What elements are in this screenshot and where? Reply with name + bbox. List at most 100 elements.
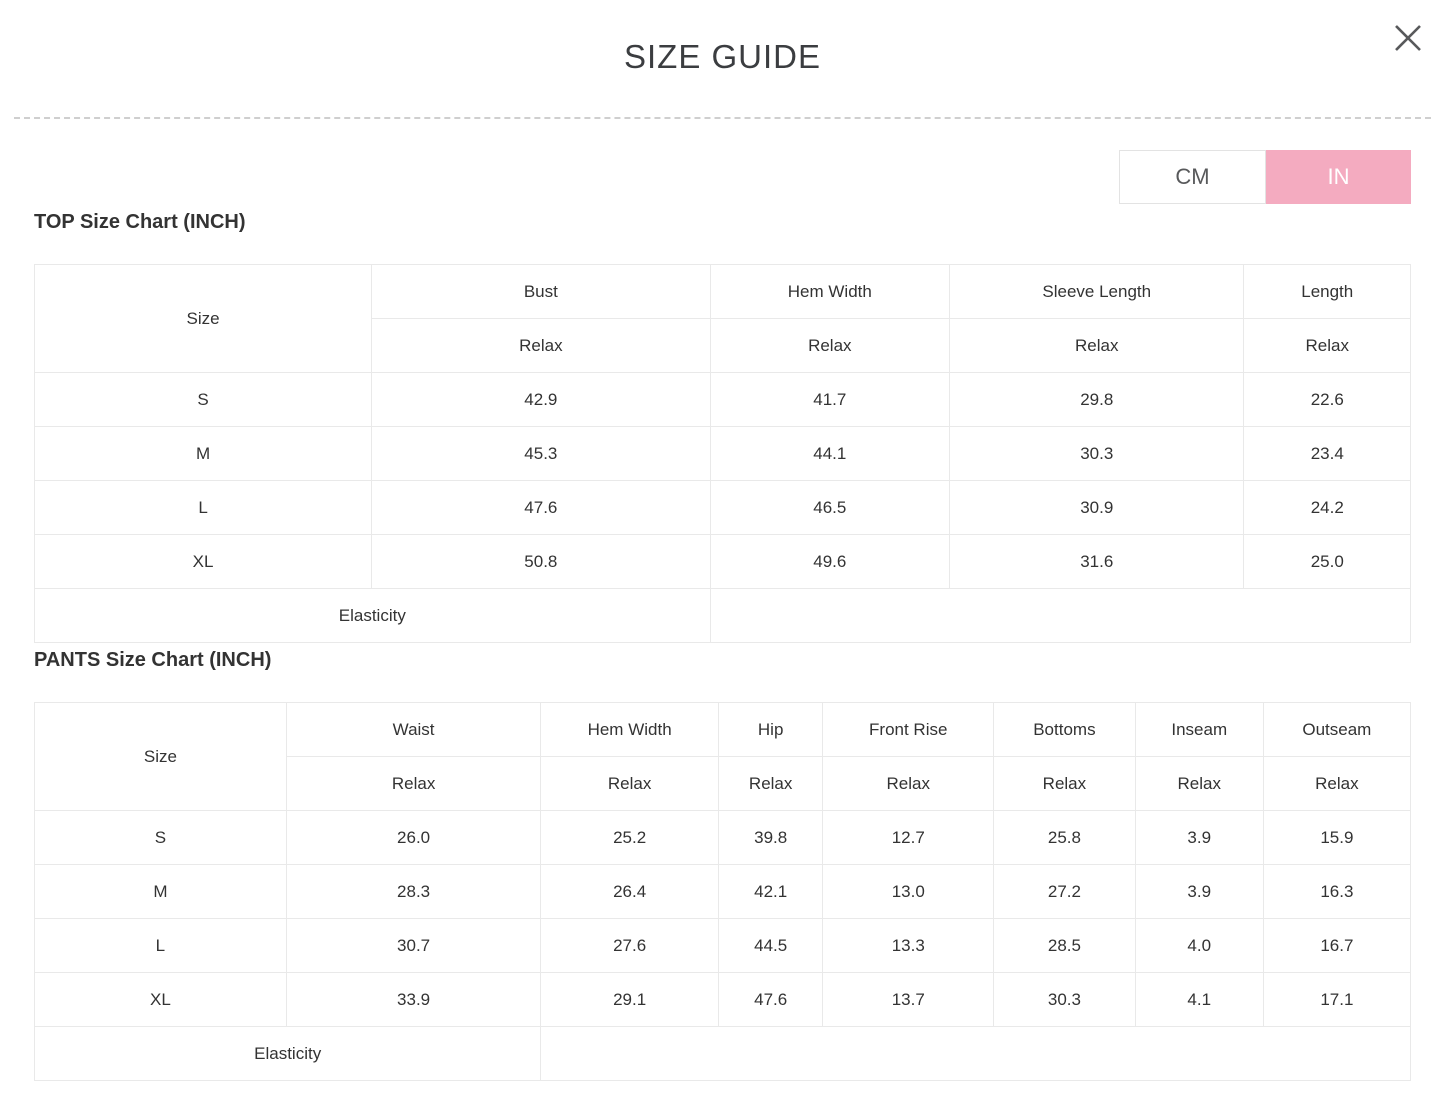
value-cell: 47.6 xyxy=(717,972,824,1027)
value-cell: 23.4 xyxy=(1243,426,1411,481)
top-table-header-row: Size Bust Hem Width Sleeve Length Length xyxy=(33,264,1411,373)
value-cell: 44.1 xyxy=(709,426,951,481)
subheader-relax: Relax xyxy=(717,756,824,811)
table-row: M 28.3 26.4 42.1 13.0 27.2 3.9 16.3 xyxy=(34,864,1412,919)
value-cell: 25.2 xyxy=(540,810,719,865)
elasticity-empty-cell xyxy=(540,1026,1411,1081)
subheader-relax: Relax xyxy=(540,756,719,811)
value-cell: 28.3 xyxy=(285,864,542,919)
value-cell: 16.3 xyxy=(1262,864,1412,919)
size-cell: M xyxy=(33,426,373,481)
subheader-relax: Relax xyxy=(993,756,1136,811)
top-corner-cell: Size xyxy=(33,264,373,373)
top-table-subheader-row: Relax Relax Relax Relax xyxy=(35,318,1411,373)
value-cell: 42.9 xyxy=(371,372,711,427)
value-cell: 49.6 xyxy=(709,534,951,589)
column-header-bust: Bust xyxy=(371,264,711,319)
value-cell: 28.5 xyxy=(993,918,1136,973)
value-cell: 27.6 xyxy=(540,918,719,973)
value-cell: 30.7 xyxy=(285,918,542,973)
column-header-hem-width: Hem Width xyxy=(709,264,951,319)
value-cell: 26.4 xyxy=(540,864,719,919)
modal-header: SIZE GUIDE xyxy=(0,0,1445,117)
value-cell: 25.0 xyxy=(1243,534,1411,589)
value-cell: 33.9 xyxy=(285,972,542,1027)
subheader-relax: Relax xyxy=(1262,756,1412,811)
subheader-relax: Relax xyxy=(1134,756,1264,811)
table-footer-row: Elasticity xyxy=(34,588,1412,643)
top-size-table: Size Bust Hem Width Sleeve Length Length… xyxy=(33,264,1412,643)
table-row: XL 33.9 29.1 47.6 13.7 30.3 4.1 17.1 xyxy=(34,972,1412,1027)
value-cell: 3.9 xyxy=(1134,810,1264,865)
unit-toggle-in[interactable]: IN xyxy=(1266,150,1411,204)
value-cell: 13.3 xyxy=(822,918,995,973)
value-cell: 44.5 xyxy=(717,918,824,973)
table-row: XL 50.8 49.6 31.6 25.0 xyxy=(33,534,1411,589)
value-cell: 30.3 xyxy=(993,972,1136,1027)
column-header-hem-width: Hem Width xyxy=(540,702,719,757)
table-row: L 47.6 46.5 30.9 24.2 xyxy=(33,480,1411,535)
value-cell: 15.9 xyxy=(1262,810,1412,865)
top-chart-heading: TOP Size Chart (INCH) xyxy=(34,211,246,233)
column-header-outseam: Outseam xyxy=(1262,702,1412,757)
unit-toggle: CM IN xyxy=(1119,150,1411,204)
value-cell: 24.2 xyxy=(1243,480,1411,535)
value-cell: 45.3 xyxy=(371,426,711,481)
column-header-front-rise: Front Rise xyxy=(822,702,995,757)
modal-title: SIZE GUIDE xyxy=(623,38,822,75)
value-cell: 42.1 xyxy=(717,864,824,919)
subheader-relax: Relax xyxy=(949,318,1245,373)
value-cell: 3.9 xyxy=(1134,864,1264,919)
modal-content: CM IN TOP Size Chart (INCH) Size Bust He… xyxy=(0,150,1445,1097)
column-header-hip: Hip xyxy=(717,702,824,757)
value-cell: 46.5 xyxy=(709,480,951,535)
subheader-relax: Relax xyxy=(822,756,995,811)
value-cell: 27.2 xyxy=(993,864,1136,919)
column-header-bottoms: Bottoms xyxy=(993,702,1136,757)
column-header-waist: Waist xyxy=(285,702,542,757)
size-cell: S xyxy=(34,810,287,865)
table-row: L 30.7 27.6 44.5 13.3 28.5 4.0 16.7 xyxy=(34,918,1412,973)
value-cell: 16.7 xyxy=(1262,918,1412,973)
pants-chart-heading: PANTS Size Chart (INCH) xyxy=(34,649,272,671)
size-cell: M xyxy=(34,864,287,919)
close-button[interactable] xyxy=(1390,21,1426,57)
value-cell: 39.8 xyxy=(717,810,824,865)
elasticity-cell: Elasticity xyxy=(33,1026,542,1081)
unit-toggle-row: CM IN xyxy=(34,150,1411,204)
subheader-relax: Relax xyxy=(1243,318,1411,373)
dashed-divider xyxy=(14,117,1431,119)
value-cell: 22.6 xyxy=(1243,372,1411,427)
value-cell: 17.1 xyxy=(1262,972,1412,1027)
value-cell: 26.0 xyxy=(285,810,542,865)
table-row: S 42.9 41.7 29.8 22.6 xyxy=(33,372,1411,427)
value-cell: 13.7 xyxy=(822,972,995,1027)
value-cell: 30.9 xyxy=(949,480,1245,535)
close-icon xyxy=(1391,21,1425,58)
column-header-sleeve-length: Sleeve Length xyxy=(949,264,1245,319)
value-cell: 41.7 xyxy=(709,372,951,427)
value-cell: 4.1 xyxy=(1134,972,1264,1027)
size-cell: L xyxy=(33,480,373,535)
pants-corner-cell: Size xyxy=(34,702,287,811)
value-cell: 13.0 xyxy=(822,864,995,919)
size-cell: XL xyxy=(34,972,287,1027)
value-cell: 4.0 xyxy=(1134,918,1264,973)
table-row: S 26.0 25.2 39.8 12.7 25.8 3.9 15.9 xyxy=(34,810,1412,865)
column-header-inseam: Inseam xyxy=(1134,702,1264,757)
value-cell: 25.8 xyxy=(993,810,1136,865)
value-cell: 31.6 xyxy=(949,534,1245,589)
subheader-relax: Relax xyxy=(285,756,542,811)
elasticity-cell: Elasticity xyxy=(34,588,711,643)
size-cell: L xyxy=(34,918,287,973)
value-cell: 29.1 xyxy=(540,972,719,1027)
column-header-length: Length xyxy=(1243,264,1411,319)
table-footer-row: Elasticity xyxy=(33,1026,1411,1081)
unit-toggle-cm[interactable]: CM xyxy=(1119,150,1266,204)
table-row: M 45.3 44.1 30.3 23.4 xyxy=(33,426,1411,481)
value-cell: 29.8 xyxy=(949,372,1245,427)
pants-size-table: Size Waist Hem Width Hip Front Rise Bott… xyxy=(33,702,1412,1081)
value-cell: 47.6 xyxy=(371,480,711,535)
size-cell: S xyxy=(33,372,373,427)
value-cell: 12.7 xyxy=(822,810,995,865)
